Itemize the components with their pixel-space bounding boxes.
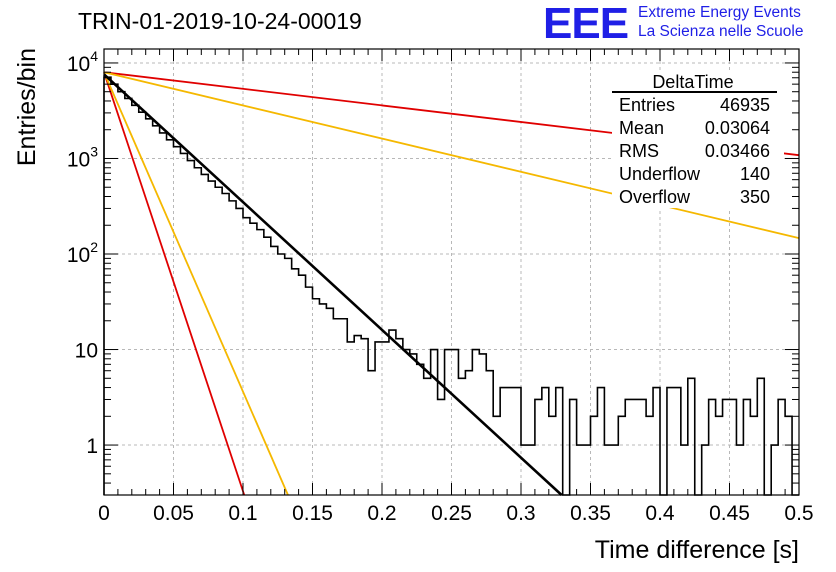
y-tick-base: 1: [86, 435, 98, 458]
stats-value: 46935: [720, 95, 770, 115]
fit-curve-1: [103, 73, 563, 496]
fit-curve-2: [103, 71, 246, 496]
x-tick-label: 0.4: [645, 502, 675, 525]
histogram-deltatime: [103, 76, 799, 496]
x-tick-label: 0.45: [709, 502, 750, 525]
y-tick-label: 102: [67, 239, 98, 267]
x-tick-label: 0.2: [367, 502, 396, 525]
x-tick-label: 0.3: [506, 502, 535, 525]
stats-value: 350: [740, 187, 770, 207]
stats-label: Entries: [619, 95, 675, 115]
x-tick-label: 0.1: [228, 502, 257, 525]
x-tick-label: 0.15: [292, 502, 333, 525]
logo-line-1: Extreme Energy Events: [638, 4, 801, 21]
x-tick-label: 0.05: [153, 502, 194, 525]
stats-label: Mean: [619, 118, 664, 138]
y-tick-exponent: 4: [90, 48, 98, 64]
y-tick-exponent: 3: [90, 143, 98, 159]
logo-line-2: La Scienza nelle Scuole: [638, 23, 804, 40]
y-tick-base: 10: [67, 244, 90, 267]
stats-title: DeltaTime: [652, 72, 733, 92]
x-tick-label: 0.5: [784, 502, 813, 525]
y-tick-exponent: 2: [90, 239, 98, 255]
x-axis-title: Time difference [s]: [595, 536, 799, 564]
y-tick-base: 10: [67, 148, 90, 171]
eee-logo-mark: EEE: [543, 0, 629, 48]
x-tick-label: 0.25: [431, 502, 472, 525]
fit-curve-3: [103, 71, 289, 496]
stats-value: 0.03064: [705, 118, 770, 138]
chart-title: TRIN-01-2019-10-24-00019: [78, 8, 362, 34]
stats-label: Underflow: [619, 164, 701, 184]
stats-label: RMS: [619, 141, 659, 161]
x-tick-label: 0: [98, 502, 110, 525]
stats-value: 140: [740, 164, 770, 184]
stats-label: Overflow: [619, 187, 691, 207]
y-tick-label: 103: [67, 143, 98, 171]
y-axis-title: Entries/bin: [13, 48, 41, 166]
y-tick-label: 10: [75, 340, 98, 363]
stats-value: 0.03466: [705, 141, 770, 161]
y-tick-base: 10: [67, 53, 90, 76]
y-tick-base: 10: [75, 340, 98, 363]
y-tick-label: 104: [67, 48, 98, 76]
y-tick-label: 1: [86, 435, 98, 458]
fit-curve-5: [103, 71, 800, 240]
x-tick-label: 0.35: [570, 502, 611, 525]
